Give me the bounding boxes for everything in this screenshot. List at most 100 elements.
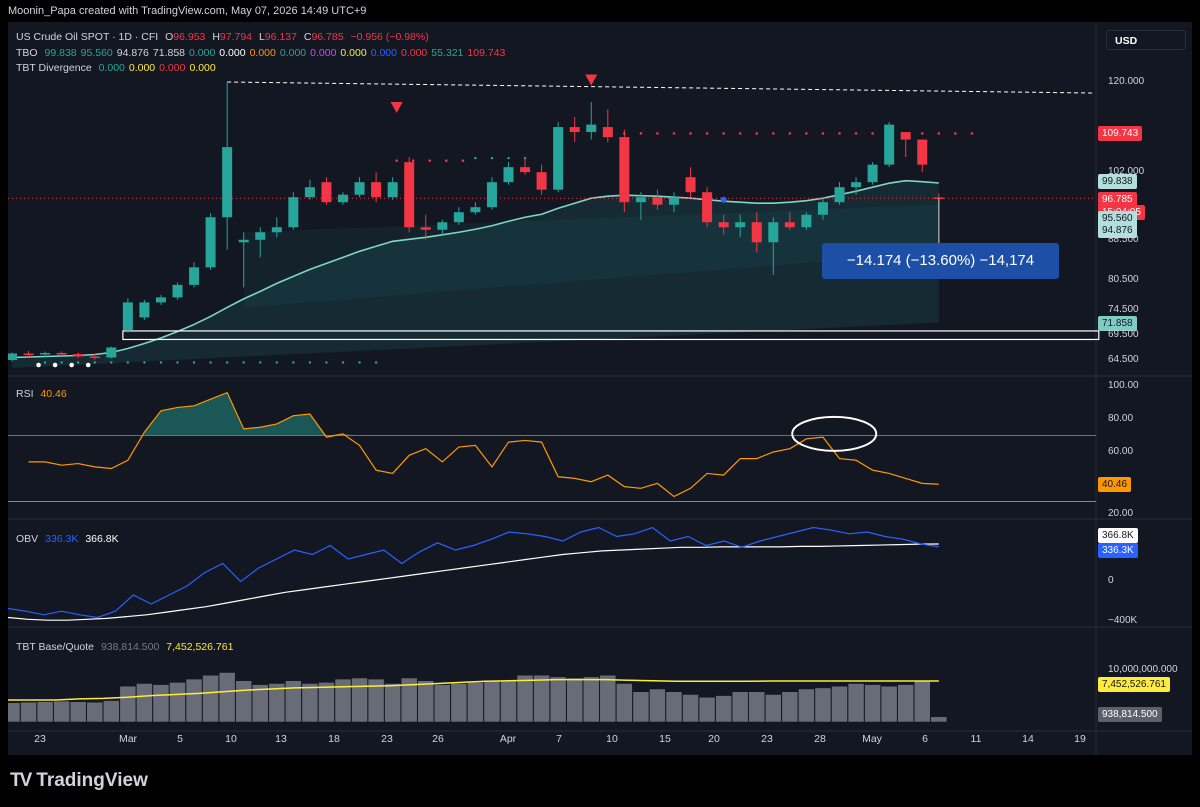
signal-dot <box>772 132 775 135</box>
volume-ma-line <box>8 678 939 701</box>
signal-dot <box>242 361 245 364</box>
candle <box>73 353 84 357</box>
volume-bar <box>847 683 865 723</box>
chart-frame[interactable]: −14.174 (−13.60%) −14,174 US Crude Oil S… <box>8 22 1192 755</box>
tradingview-mark-icon: TV <box>10 770 32 791</box>
candle <box>718 222 729 228</box>
volume-bar <box>103 700 120 723</box>
signal-dot <box>428 159 432 162</box>
candle <box>735 222 746 228</box>
volume-bar <box>36 701 54 723</box>
candle <box>569 127 580 133</box>
legend-tbt-bq-label: TBT Base/Quote <box>16 641 95 653</box>
legend-obv-value: 336.3K <box>45 533 79 545</box>
obv-tick: 0 <box>1108 575 1114 586</box>
candle <box>387 182 398 198</box>
volume-bar <box>897 684 914 723</box>
candle <box>900 132 911 140</box>
volume-bar <box>549 676 567 723</box>
time-tick: 5 <box>177 733 183 745</box>
legend-value: 99.838 <box>44 47 77 59</box>
measure-label: −14.174 (−13.60%) −14,174 <box>822 243 1059 279</box>
volume-bar <box>8 702 21 723</box>
candle <box>106 347 117 358</box>
volume-bar <box>301 683 319 723</box>
time-tick: 13 <box>275 733 287 745</box>
legend-value: 94.876 <box>116 47 149 59</box>
volume-bar <box>384 683 401 723</box>
candle <box>420 227 431 230</box>
signal-dot <box>374 361 378 364</box>
candle <box>122 302 133 330</box>
candle <box>702 192 713 223</box>
legend-l-label: L <box>258 31 265 43</box>
resistance-dashed-line <box>227 81 1094 94</box>
signal-dot <box>445 159 448 162</box>
time-tick: 23 <box>381 733 393 745</box>
legend-change: −0.956 (−0.98%) <box>350 31 429 43</box>
candle <box>8 353 17 360</box>
time-tick: 28 <box>814 733 826 745</box>
candle <box>304 187 315 198</box>
legend-rsi: RSI 40.46 <box>16 388 71 400</box>
legend-close: 96.785 <box>311 31 344 43</box>
currency-button[interactable]: USD <box>1106 30 1186 50</box>
price-tick: 102.000 <box>1108 166 1145 178</box>
signal-dot <box>937 132 941 135</box>
tradingview-logo[interactable]: TV TradingView <box>10 770 148 792</box>
signal-dot <box>209 361 212 364</box>
chart-canvas[interactable] <box>8 22 1192 755</box>
obv-tick: −400K <box>1108 615 1138 626</box>
price-tick: 69.500 <box>1108 328 1139 340</box>
volume-bar <box>765 694 782 723</box>
signal-dot <box>755 132 759 135</box>
marker-dot <box>52 362 58 368</box>
volume-bar <box>434 684 451 723</box>
volume-bar <box>252 684 269 723</box>
price-tick: 74.500 <box>1108 303 1139 315</box>
volume-bar <box>136 683 153 723</box>
legend-main: US Crude Oil SPOT · 1D · CFI O96.953 H97… <box>16 31 433 43</box>
tbo-cloud-band <box>243 204 939 308</box>
candle <box>271 227 282 233</box>
time-tick: 15 <box>659 733 671 745</box>
volume-bar <box>649 688 666 723</box>
candle <box>437 222 448 230</box>
volume-bar <box>566 677 583 723</box>
legend-value: 0.000 <box>189 47 216 59</box>
candle <box>453 212 464 223</box>
signal-dot <box>656 132 659 135</box>
tbo-cloud-tag: 71.858 <box>1098 316 1137 332</box>
candle <box>238 239 249 243</box>
candle <box>784 222 795 228</box>
legend-tbt-bq-value: 938,814.500 <box>100 641 160 653</box>
candle <box>321 182 332 203</box>
signal-dot <box>358 361 361 364</box>
candle <box>503 167 514 183</box>
candle <box>652 197 663 205</box>
time-tick: 19 <box>1074 733 1086 745</box>
signal-dot <box>461 159 465 162</box>
volume-bar <box>285 680 302 723</box>
signal-dot <box>871 132 874 135</box>
volume-bar <box>864 684 881 723</box>
volume-bar <box>731 691 749 723</box>
volume-bar <box>69 701 87 723</box>
legend-value: 0.000 <box>159 62 186 74</box>
signal-dot <box>474 156 477 160</box>
volume-bar <box>748 691 765 723</box>
candle <box>602 127 613 138</box>
signal-dot <box>259 361 262 364</box>
candle <box>801 214 812 228</box>
signal-dot <box>639 132 643 135</box>
signal-dot <box>854 132 858 135</box>
signal-dot <box>838 132 841 135</box>
volume-bar <box>334 678 352 723</box>
candle <box>89 356 100 358</box>
candle <box>619 137 630 203</box>
candle <box>255 232 266 240</box>
signal-dot <box>60 361 63 364</box>
candle <box>23 353 34 355</box>
signal-dot <box>395 159 398 162</box>
legend-symbol: US Crude Oil SPOT · 1D · CFI <box>16 31 159 43</box>
